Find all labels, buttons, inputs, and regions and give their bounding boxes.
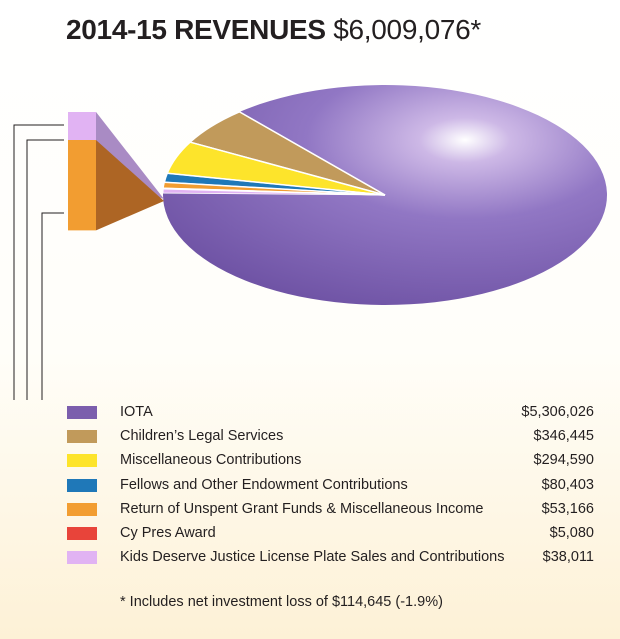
legend-label: Children’s Legal Services bbox=[120, 428, 284, 445]
legend-label: Cy Pres Award bbox=[120, 524, 216, 541]
pie-slice-divider bbox=[190, 141, 386, 196]
legend-item: Miscellaneous Contributions $294,590 bbox=[64, 450, 598, 474]
pie-slice-divider bbox=[163, 188, 386, 196]
legend-value: $53,166 bbox=[541, 500, 594, 517]
legend-item: Kids Deserve Justice License Plate Sales… bbox=[64, 547, 598, 571]
footnote: * Includes net investment loss of $114,6… bbox=[120, 594, 443, 610]
legend-label: Miscellaneous Contributions bbox=[120, 452, 302, 469]
breakout-bar-orange bbox=[68, 140, 96, 231]
legend-item: Cy Pres Award $5,080 bbox=[64, 523, 598, 547]
legend-value: $38,011 bbox=[542, 549, 594, 566]
legend-swatch bbox=[67, 551, 97, 565]
legend-swatch bbox=[67, 526, 97, 540]
pie-slice-divider bbox=[164, 181, 386, 196]
legend-item: Fellows and Other Endowment Contribution… bbox=[64, 475, 598, 499]
legend-swatch bbox=[67, 478, 97, 492]
legend-swatch bbox=[67, 430, 97, 444]
legend-item: IOTA $5,306,026 bbox=[64, 402, 598, 426]
legend-swatch bbox=[67, 406, 97, 419]
legend-item: Return of Unspent Grant Funds & Miscella… bbox=[64, 499, 598, 523]
leader-line-plates bbox=[13, 124, 64, 400]
pie-chart bbox=[13, 85, 608, 400]
chart-title-amount: $6,009,076* bbox=[333, 14, 481, 45]
legend-value: $294,590 bbox=[533, 452, 594, 469]
pie-slice-divider bbox=[239, 111, 386, 196]
chart-legend: IOTA $5,306,026 Children’s Legal Services… bbox=[64, 402, 598, 571]
legend-label: Kids Deserve Justice License Plate Sales… bbox=[120, 549, 505, 566]
legend-value: $80,403 bbox=[541, 476, 594, 493]
breakout-connector-orange bbox=[96, 140, 164, 231]
leader-line-unspent bbox=[41, 212, 64, 400]
legend-item: Children’s Legal Services $346,445 bbox=[64, 426, 598, 450]
pie-slice-divider bbox=[167, 172, 386, 196]
legend-value: $5,306,026 bbox=[521, 404, 594, 420]
legend-value: $346,445 bbox=[533, 428, 594, 445]
legend-label: Return of Unspent Grant Funds & Miscella… bbox=[120, 500, 484, 517]
legend-swatch bbox=[67, 454, 97, 468]
chart-title-main: 2014-15 REVENUES bbox=[66, 14, 326, 45]
leader-line-cypres bbox=[26, 139, 64, 400]
legend-label: IOTA bbox=[120, 404, 153, 420]
legend-label: Fellows and Other Endowment Contribution… bbox=[120, 476, 408, 493]
legend-swatch bbox=[67, 502, 97, 516]
legend-value: $5,080 bbox=[549, 524, 594, 541]
chart-title: 2014-15 REVENUES $6,009,076* bbox=[66, 12, 481, 48]
